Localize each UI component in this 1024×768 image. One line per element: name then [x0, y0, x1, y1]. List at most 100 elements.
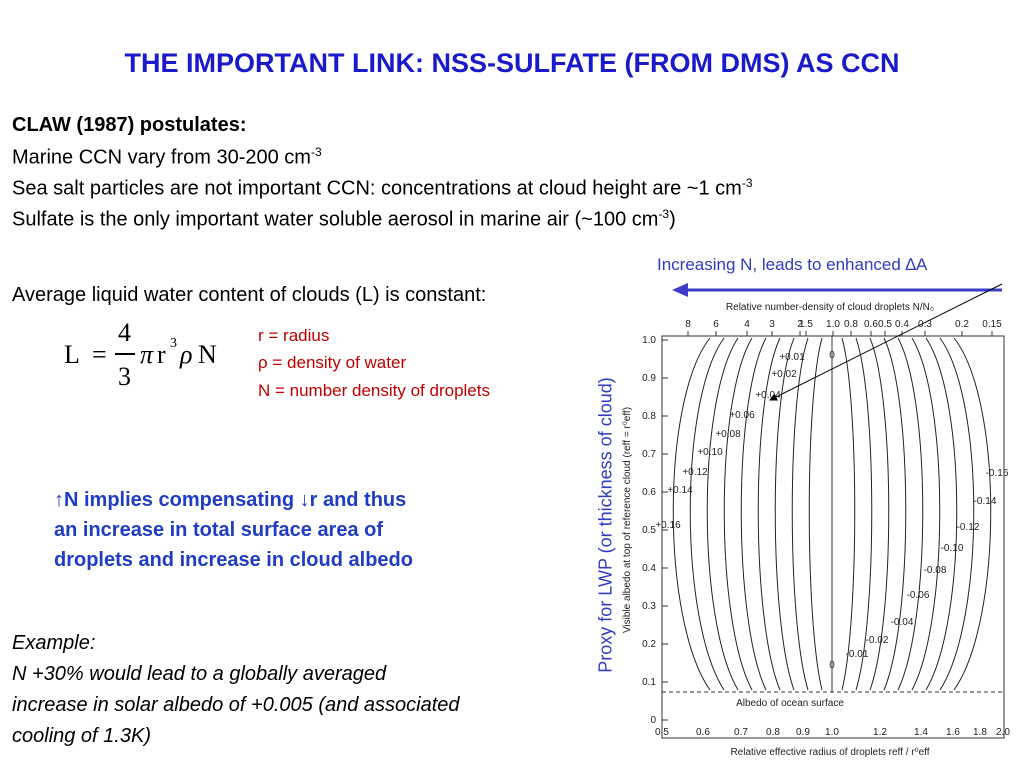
- text: Marine CCN vary from 30-200 cm: [12, 146, 311, 169]
- top-tick-label: 3: [769, 319, 775, 330]
- top-tick-label: 0.15: [982, 319, 1002, 330]
- contour: [925, 337, 958, 691]
- contour-label: +0.08: [715, 429, 741, 440]
- contour: [723, 337, 753, 691]
- surface-note: Albedo of ocean surface: [736, 698, 844, 709]
- contour-label: +0.06: [729, 410, 755, 421]
- y-tick-label: 0.6: [642, 487, 656, 498]
- example-line: N +30% would lead to a globally averaged: [12, 663, 387, 685]
- contour: [740, 337, 767, 691]
- text-line: Average liquid water content of clouds (…: [12, 284, 487, 306]
- contour: [911, 337, 941, 691]
- contour: [791, 337, 809, 691]
- superscript: -3: [741, 176, 753, 190]
- x-tick-label: 1.0: [825, 727, 839, 738]
- contour: [808, 337, 823, 691]
- plot-frame: [661, 335, 1005, 739]
- equation-exponent: 3: [170, 336, 177, 351]
- top-tick-label: 6: [713, 319, 719, 330]
- x-tick-label: 2.0: [996, 727, 1010, 738]
- x-tick-label: 1.4: [914, 727, 928, 738]
- contour: [689, 337, 725, 691]
- contour: [672, 337, 711, 691]
- equation-r: r: [157, 340, 166, 369]
- superscript: -3: [658, 207, 670, 221]
- x-tick-label: 0.9: [796, 727, 810, 738]
- heading: CLAW (1987) postulates:: [12, 114, 247, 136]
- contour-label: +0.10: [697, 447, 723, 458]
- contour-label: -0.10: [941, 543, 964, 554]
- contour-label: -0.06: [907, 590, 930, 601]
- top-tick-label: 0.5: [878, 319, 892, 330]
- top-tick-label: 0.3: [918, 319, 932, 330]
- x-tick-label: 1.8: [973, 727, 987, 738]
- contour-label: +0.02: [771, 369, 797, 380]
- y-axis-label: Visible albedo at top of reference cloud…: [622, 407, 633, 633]
- definition: r = radius: [258, 326, 330, 345]
- contour-label: -0.01: [846, 649, 869, 660]
- text-line: Marine CCN vary from 30-200 cm-3: [12, 145, 322, 170]
- contour: [897, 337, 924, 691]
- equation-n: N: [198, 340, 217, 369]
- equation-pi: π: [140, 340, 154, 369]
- equation-lhs: L: [64, 340, 80, 369]
- x-tick-label: 1.6: [946, 727, 960, 738]
- contour: [869, 337, 890, 691]
- equation-numerator: 4: [118, 318, 131, 347]
- equation-denominator: 3: [118, 362, 131, 391]
- x-axis-label: Relative effective radius of droplets re…: [730, 747, 929, 758]
- contour-label: +0.16: [655, 520, 681, 531]
- equation-sign: =: [92, 340, 107, 369]
- top-tick-label: 1.5: [799, 319, 813, 330]
- y-tick-label: 0.9: [642, 373, 656, 384]
- top-tick-label: 2: [797, 319, 803, 330]
- contour-label: +0.04: [755, 390, 781, 401]
- y-tick-label: 0.8: [642, 411, 656, 422]
- contour: [841, 337, 856, 691]
- definition: ρ = density of water: [258, 353, 407, 372]
- top-tick-label: 8: [685, 319, 691, 330]
- y-tick-label: 0.4: [642, 563, 656, 574]
- y-tick-label: 0.2: [642, 639, 656, 650]
- x-tick-label: 1.2: [873, 727, 887, 738]
- top-tick-label: 0.2: [955, 319, 969, 330]
- superscript: -3: [310, 145, 322, 159]
- contour-label: -0.04: [891, 617, 914, 628]
- contour: [855, 337, 873, 691]
- text-line: Sea salt particles are not important CCN…: [12, 176, 753, 201]
- y-tick-label: 1.0: [642, 335, 656, 346]
- text: Sea salt particles are not important CCN…: [12, 177, 742, 200]
- contour-label: +0.01: [779, 352, 805, 363]
- x-tick-label: 0.7: [734, 727, 748, 738]
- contour: [939, 337, 975, 691]
- y-tick-label: 0.1: [642, 677, 656, 688]
- implication: an increase in total surface area of: [54, 519, 384, 541]
- contour-label: -0.02: [866, 635, 889, 646]
- contour-label: -0.14: [974, 496, 997, 507]
- contour: [883, 337, 907, 691]
- annotation: Increasing N, leads to enhanced ∆A: [657, 255, 928, 274]
- example-line: cooling of 1.3K): [12, 725, 151, 747]
- top-tick-label: 0.4: [895, 319, 909, 330]
- top-tick-label: 4: [744, 319, 750, 330]
- text-line: Sulfate is the only important water solu…: [12, 207, 676, 232]
- text: ): [669, 208, 676, 231]
- implication: droplets and increase in cloud albedo: [54, 549, 413, 571]
- contour: [757, 337, 781, 691]
- x-tick-label: 0.8: [766, 727, 780, 738]
- fraction-bar: [115, 353, 135, 355]
- top-tick-label: 0.6: [864, 319, 878, 330]
- example-heading: Example:: [12, 632, 96, 654]
- top-tick-label: 1.0: [826, 319, 840, 330]
- y-tick-label: 0.3: [642, 601, 656, 612]
- x-tick-label: 0.5: [655, 727, 669, 738]
- example-line: increase in solar albedo of +0.005 (and …: [12, 694, 460, 716]
- contour-label: +0.12: [682, 467, 708, 478]
- arrow-head: [672, 283, 688, 297]
- contour-label: +0.14: [667, 485, 693, 496]
- text: Sulfate is the only important water solu…: [12, 208, 659, 231]
- x-tick-label: 0.6: [696, 727, 710, 738]
- contour: [706, 337, 739, 691]
